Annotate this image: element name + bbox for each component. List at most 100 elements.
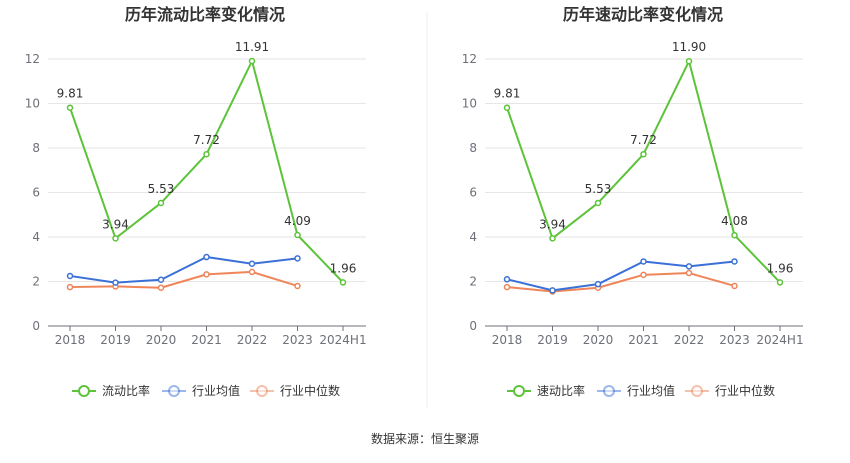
- data-label: 4.08: [721, 214, 748, 228]
- series-line: [69, 60, 344, 284]
- data-point: [203, 271, 210, 278]
- series-line: [69, 270, 298, 289]
- data-point: [248, 268, 256, 276]
- data-label: 11.91: [235, 40, 269, 54]
- legend-industry-mean: 行业均值: [597, 383, 675, 398]
- data-point: [294, 231, 301, 239]
- data-point: [549, 287, 556, 294]
- y-tick-label: 6: [469, 186, 477, 200]
- legend-marker: [78, 385, 90, 397]
- data-label: 1.96: [330, 261, 357, 275]
- data-point: [685, 269, 693, 277]
- x-tick-label: 2018: [492, 333, 523, 347]
- data-point: [157, 276, 165, 283]
- y-tick-label: 12: [25, 52, 40, 66]
- data-point: [294, 255, 301, 262]
- legend-label: 流动比率: [102, 383, 150, 398]
- x-tick-label: 2023: [282, 333, 313, 347]
- x-tick-label: 2018: [55, 333, 86, 347]
- y-tick-label: 2: [32, 275, 40, 289]
- x-tick-label: 2020: [583, 333, 614, 347]
- data-label: 1.96: [767, 261, 794, 275]
- data-point: [594, 280, 602, 288]
- y-tick-label: 4: [32, 230, 40, 244]
- legend-marker: [513, 385, 525, 397]
- x-tick-label: 2022: [674, 333, 705, 347]
- data-label: 3.94: [102, 217, 129, 231]
- y-tick-label: 0: [469, 319, 477, 333]
- legend-label: 速动比率: [537, 383, 585, 398]
- data-point: [503, 283, 511, 291]
- data-source-note: 数据来源：恒生聚源: [371, 431, 479, 446]
- data-point: [731, 258, 738, 265]
- y-tick-label: 8: [469, 141, 477, 155]
- data-point: [157, 199, 165, 207]
- data-label: 11.90: [672, 40, 706, 54]
- x-tick-label: 2022: [237, 333, 268, 347]
- x-tick-label: 2019: [537, 333, 568, 347]
- data-point: [203, 150, 210, 158]
- series-line: [506, 272, 735, 293]
- chart-panel-1: 历年流动比率变化情况 0 2 4 6 8 10 12 2018 2019 2020 2021 2022 2…: [25, 5, 367, 398]
- data-point: [294, 282, 301, 290]
- legend-industry-mean: 行业均值: [162, 383, 240, 398]
- y-tick-label: 12: [462, 52, 477, 66]
- y-tick-label: 10: [462, 97, 477, 111]
- chart-title: 历年速动比率变化情况: [563, 5, 723, 24]
- data-point: [685, 263, 693, 270]
- data-point: [203, 253, 210, 261]
- data-point: [66, 283, 74, 291]
- legend-label: 行业均值: [192, 383, 240, 398]
- data-label: 4.09: [284, 214, 311, 228]
- data-point: [112, 279, 119, 286]
- data-point: [503, 276, 511, 283]
- data-point: [640, 258, 647, 265]
- legend-current: 流动比率: [72, 383, 150, 398]
- data-label: 7.72: [193, 133, 220, 147]
- data-point: [248, 260, 256, 267]
- y-tick-label: 0: [32, 319, 40, 333]
- y-tick-label: 2: [469, 275, 477, 289]
- legend-industry-median: 行业中位数: [685, 383, 775, 398]
- legend-marker: [603, 385, 615, 397]
- legend-marker: [168, 385, 180, 397]
- x-tick-label: 2020: [146, 333, 177, 347]
- legend-label: 行业中位数: [280, 383, 340, 398]
- data-label: 7.72: [630, 133, 657, 147]
- legend-marker: [691, 385, 703, 397]
- y-tick-label: 10: [25, 97, 40, 111]
- x-tick-label: 2019: [100, 333, 131, 347]
- data-label: 9.81: [57, 87, 84, 101]
- legend-label: 行业均值: [627, 383, 675, 398]
- data-label: 5.53: [585, 182, 612, 196]
- data-point: [157, 284, 165, 291]
- series-line: [69, 256, 298, 284]
- data-point: [640, 271, 647, 279]
- y-tick-label: 4: [469, 230, 477, 244]
- x-tick-label: 2023: [719, 333, 750, 347]
- data-point: [640, 150, 647, 158]
- data-point: [731, 282, 738, 290]
- data-label: 3.94: [539, 217, 566, 231]
- data-point: [685, 57, 693, 65]
- data-point: [594, 199, 602, 207]
- data-point: [339, 279, 347, 286]
- data-point: [503, 104, 511, 111]
- chart-panel-2: 历年速动比率变化情况 0 2 4 6 8 10 12 2018 2019 2020 2021 2022 2…: [462, 5, 804, 398]
- data-point: [112, 235, 119, 242]
- data-label: 9.81: [494, 87, 521, 101]
- legend-current: 速动比率: [507, 383, 585, 398]
- x-tick-label: 2021: [191, 333, 222, 347]
- legend-industry-median: 行业中位数: [250, 383, 340, 398]
- data-point: [248, 57, 256, 65]
- data-point: [776, 279, 784, 286]
- legend-label: 行业中位数: [715, 383, 775, 398]
- data-point: [66, 104, 74, 111]
- x-tick-label: 2021: [628, 333, 659, 347]
- series-line: [506, 60, 781, 284]
- y-tick-label: 6: [32, 186, 40, 200]
- x-tick-label: 2024H1: [319, 333, 366, 347]
- y-tick-label: 8: [32, 141, 40, 155]
